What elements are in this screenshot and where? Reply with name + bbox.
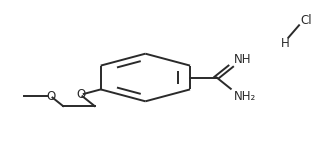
Text: Cl: Cl (300, 14, 312, 27)
Text: NH₂: NH₂ (233, 90, 256, 103)
Text: H: H (281, 37, 290, 50)
Text: O: O (46, 90, 55, 103)
Text: NH: NH (233, 53, 251, 66)
Text: O: O (76, 88, 85, 101)
